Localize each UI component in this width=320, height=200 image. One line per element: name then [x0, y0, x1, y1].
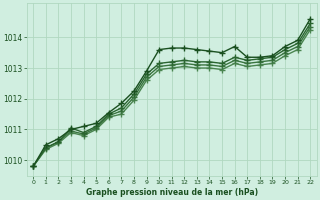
- X-axis label: Graphe pression niveau de la mer (hPa): Graphe pression niveau de la mer (hPa): [86, 188, 258, 197]
